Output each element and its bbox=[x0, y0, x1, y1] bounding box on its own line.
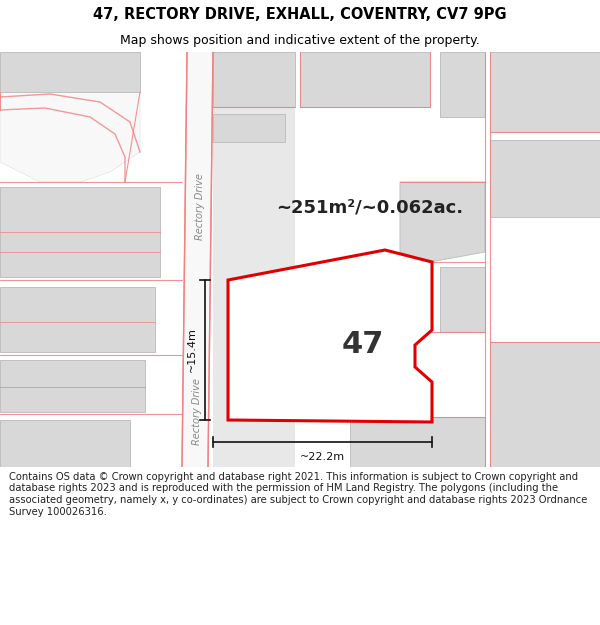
Polygon shape bbox=[182, 52, 213, 467]
Polygon shape bbox=[490, 342, 600, 467]
Text: ~251m²/~0.062ac.: ~251m²/~0.062ac. bbox=[277, 198, 464, 216]
Polygon shape bbox=[300, 52, 430, 107]
Text: 47: 47 bbox=[341, 330, 384, 359]
Polygon shape bbox=[0, 420, 130, 467]
Text: ~22.2m: ~22.2m bbox=[300, 452, 345, 462]
Text: Rectory Drive: Rectory Drive bbox=[192, 379, 202, 446]
Polygon shape bbox=[440, 267, 485, 332]
Polygon shape bbox=[213, 52, 295, 107]
Text: Contains OS data © Crown copyright and database right 2021. This information is : Contains OS data © Crown copyright and d… bbox=[9, 472, 587, 516]
Polygon shape bbox=[213, 114, 285, 142]
Polygon shape bbox=[0, 360, 145, 412]
Polygon shape bbox=[228, 250, 432, 422]
Text: 47, RECTORY DRIVE, EXHALL, COVENTRY, CV7 9PG: 47, RECTORY DRIVE, EXHALL, COVENTRY, CV7… bbox=[93, 7, 507, 22]
Polygon shape bbox=[213, 52, 295, 467]
Polygon shape bbox=[490, 52, 600, 132]
Polygon shape bbox=[0, 92, 140, 182]
Polygon shape bbox=[182, 52, 213, 467]
Polygon shape bbox=[0, 187, 160, 277]
Text: Rectory Drive: Rectory Drive bbox=[195, 174, 205, 241]
Polygon shape bbox=[490, 140, 600, 217]
Polygon shape bbox=[440, 52, 485, 117]
Polygon shape bbox=[350, 417, 485, 467]
Text: ~15.4m: ~15.4m bbox=[187, 328, 197, 372]
Polygon shape bbox=[0, 52, 140, 92]
Polygon shape bbox=[400, 182, 485, 262]
Polygon shape bbox=[0, 287, 155, 352]
Text: Map shows position and indicative extent of the property.: Map shows position and indicative extent… bbox=[120, 34, 480, 47]
